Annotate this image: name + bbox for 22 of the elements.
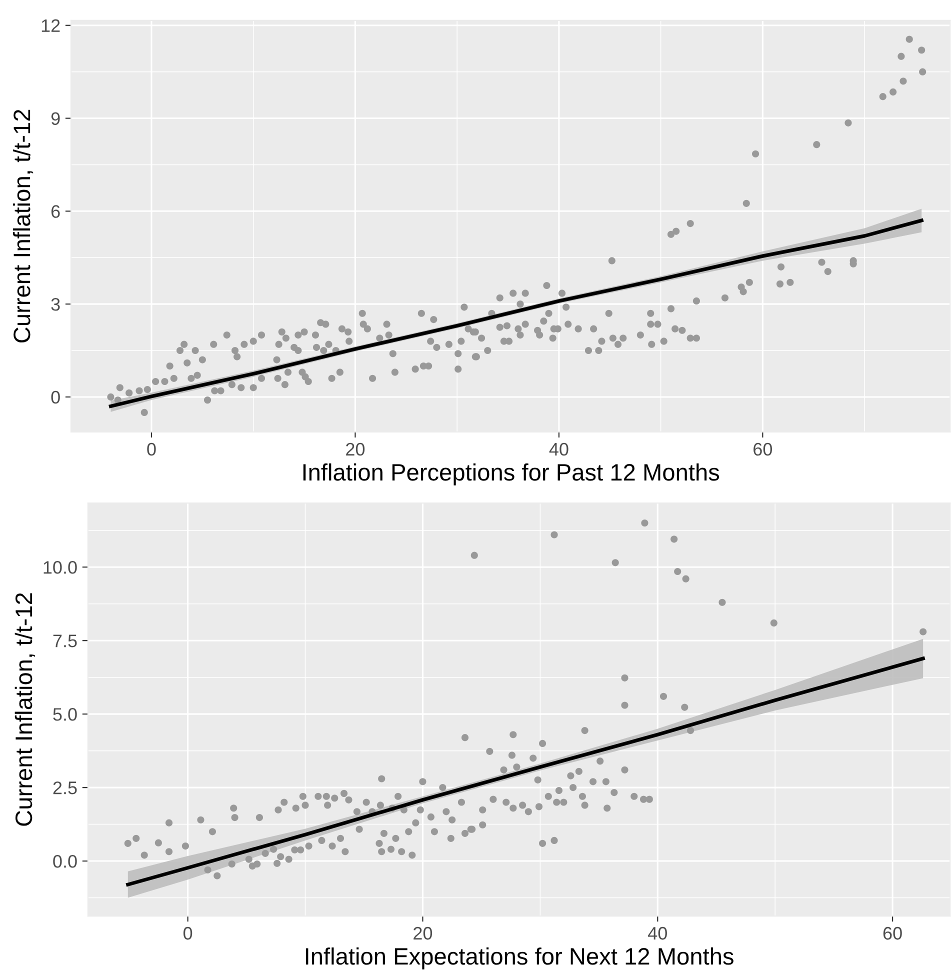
y-tick-label: 3 [51, 298, 60, 311]
x-tick-label: 60 [883, 926, 902, 940]
x-tick-label: 20 [346, 442, 365, 456]
x-axis-title: Inflation Expectations for Next 12 Months [306, 947, 734, 970]
x-tick-label: 20 [414, 926, 432, 940]
y-tick-label: 6 [51, 205, 60, 218]
x-tick-label: 0 [183, 926, 192, 940]
y-tick-label: 12 [42, 19, 60, 32]
y-tick-label: 0.0 [53, 854, 77, 868]
x-tick-label: 0 [147, 442, 156, 456]
y-tick-label: 7.5 [53, 634, 77, 648]
y-tick-label: 2.5 [53, 781, 77, 794]
y-tick-label: 0 [51, 390, 60, 404]
x-tick-label: 40 [549, 442, 568, 456]
x-tick-label: 40 [648, 926, 667, 940]
y-tick-label: 10.0 [44, 561, 77, 574]
y-tick-label: 5.0 [53, 708, 77, 721]
y-tick-label: 9 [51, 112, 60, 125]
y-axis-title: Current Inflation, t/t-12 [14, 593, 35, 826]
x-tick-label: 60 [754, 442, 772, 456]
x-axis-title: Inflation Perceptions for Past 12 Months [303, 463, 720, 486]
y-axis-title: Current Inflation, t/t-12 [12, 110, 34, 342]
